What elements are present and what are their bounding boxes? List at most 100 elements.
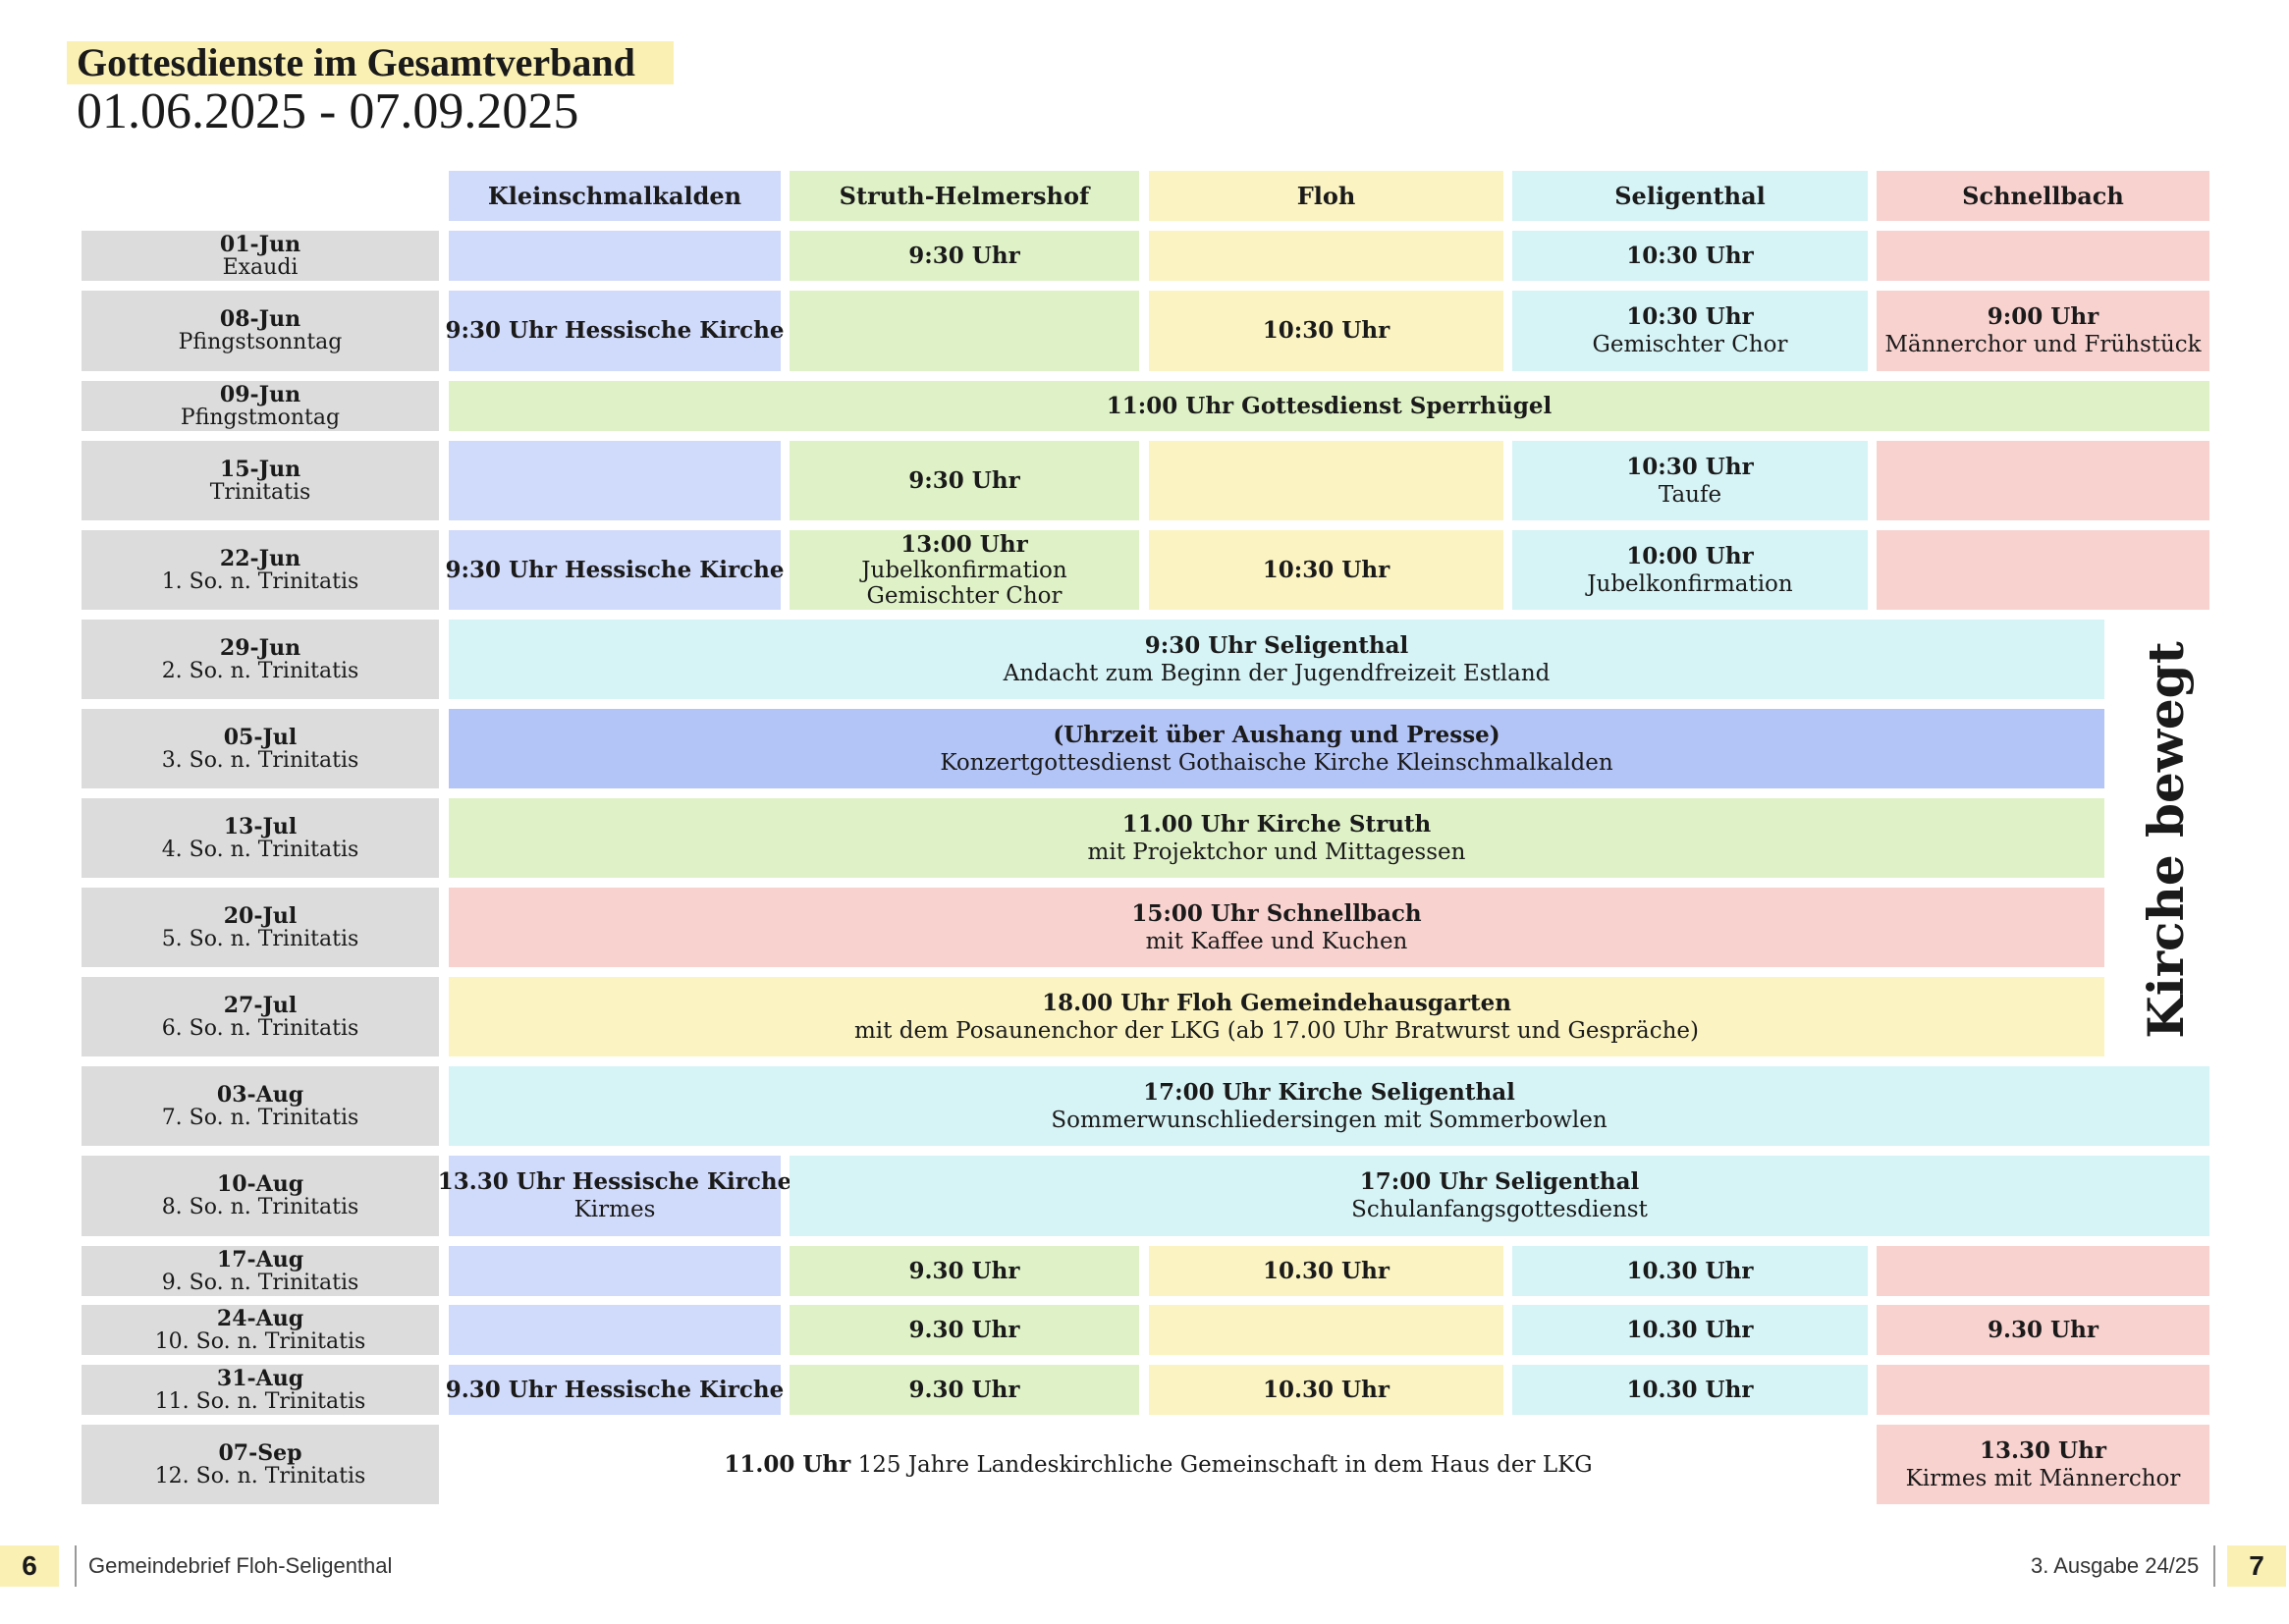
empty-cell [1877, 441, 2209, 520]
service-cell: 10.30 Uhr [1149, 1365, 1503, 1415]
date-label: 15-Jun [219, 456, 301, 482]
service-note: Männerchor und Frühstück [1884, 332, 2202, 357]
empty-cell [449, 231, 781, 281]
service-time: 10.30 Uhr [1626, 1376, 1754, 1403]
service-cell: 13.30 Uhr Hessische Kirche Kirmes [438, 1156, 791, 1236]
date-cell: 20-Jul 5. So. n. Trinitatis [82, 888, 439, 967]
service-cell: 9:30 Uhr [790, 441, 1139, 520]
service-time: 13.30 Uhr [1980, 1436, 2106, 1464]
service-note: Kirmes mit Männerchor [1905, 1465, 2181, 1491]
page-number-left: 6 [0, 1545, 59, 1587]
date-label: 17-Aug [216, 1246, 304, 1272]
date-label: 20-Jul [223, 902, 298, 929]
service-cell: 9:30 Uhr Hessische Kirche [446, 530, 784, 610]
service-time: 9:30 Uhr Seligenthal [1144, 631, 1409, 659]
date-cell: 13-Jul 4. So. n. Trinitatis [82, 798, 439, 878]
joint-service-cell: 17:00 Uhr Seligenthal Schulanfangsgottesd… [790, 1156, 2209, 1236]
service-time: 9.30 Uhr [908, 1376, 1020, 1403]
service-time: 9:30 Uhr Hessische Kirche [445, 317, 785, 344]
service-time: 9:30 Uhr [908, 242, 1020, 269]
service-note: Kirmes [573, 1197, 656, 1222]
date-cell: 09-Jun Pfingstmontag [82, 381, 439, 431]
col-header-seligenthal: Seligenthal [1512, 171, 1868, 221]
side-label: Kirche bewegt [2121, 641, 2209, 1039]
empty-cell [1149, 441, 1503, 520]
service-time: 10:00 Uhr [1626, 542, 1754, 569]
date-label: 13-Jul [223, 813, 298, 839]
service-cell: 10:30 Uhr [1149, 291, 1503, 371]
day-label: Exaudi [222, 254, 299, 280]
empty-cell [1877, 1365, 2209, 1415]
empty-cell [449, 441, 781, 520]
service-time: 9:30 Uhr Hessische Kirche [445, 556, 785, 583]
service-cell: 9.30 Uhr [790, 1246, 1139, 1296]
service-cell: 10.30 Uhr [1512, 1246, 1868, 1296]
joint-service-cell: 11.00 Uhr 125 Jahre Landeskirchliche Gem… [449, 1425, 1868, 1504]
date-label: 05-Jul [223, 724, 298, 750]
footer-publication: Gemeindebrief Floh-Seligenthal [88, 1553, 393, 1578]
service-time: 10.30 Uhr [1263, 1376, 1390, 1403]
service-time: 11.00 Uhr Kirche Struth [1121, 810, 1432, 838]
joint-service-cell: 11.00 Uhr Kirche Struth mit Projektchor u… [449, 798, 2104, 878]
date-label: 27-Jul [223, 992, 298, 1018]
date-cell: 10-Aug 8. So. n. Trinitatis [82, 1156, 439, 1236]
service-cell: 10:30 Uhr Taufe [1512, 441, 1868, 520]
service-time: 15:00 Uhr Schnellbach [1131, 899, 1422, 927]
date-label: 03-Aug [216, 1081, 304, 1108]
date-label: 31-Aug [216, 1365, 304, 1391]
service-note: mit dem Posaunenchor der LKG (ab 17.00 U… [854, 1017, 1699, 1044]
service-cell: 10:30 Uhr Gemischter Chor [1512, 291, 1868, 371]
service-cell: 9.30 Uhr [790, 1305, 1139, 1355]
empty-cell [449, 1305, 781, 1355]
page-number-right: 7 [2227, 1545, 2286, 1587]
day-label: 7. So. n. Trinitatis [161, 1105, 359, 1130]
page-title: Gottesdienste im Gesamtverband [77, 40, 635, 84]
footer-divider [75, 1545, 77, 1587]
service-cell: 10:30 Uhr [1512, 231, 1868, 281]
service-note: 125 Jahre Landeskirchliche Gemeinschaft … [850, 1451, 1593, 1478]
day-label: 5. So. n. Trinitatis [161, 926, 359, 951]
service-note: Andacht zum Beginn der Jugendfreizeit Es… [1003, 660, 1551, 686]
service-cell: 13.30 Uhr Kirmes mit Männerchor [1877, 1425, 2209, 1504]
date-label: 24-Aug [216, 1305, 304, 1331]
day-label: 8. So. n. Trinitatis [161, 1195, 359, 1219]
title-highlight [67, 41, 674, 84]
date-label: 10-Aug [216, 1171, 304, 1197]
service-time: 10.30 Uhr [1626, 1257, 1754, 1284]
date-cell: 07-Sep 12. So. n. Trinitatis [82, 1425, 439, 1504]
service-cell: 10:00 Uhr Jubelkonfirmation [1512, 530, 1868, 610]
service-note: Sommerwunschliedersingen mit Sommerbowle… [1051, 1107, 1608, 1133]
date-cell: 05-Jul 3. So. n. Trinitatis [82, 709, 439, 788]
service-note: Gemischter Chor [866, 582, 1063, 609]
day-label: Pfingstmontag [180, 405, 341, 430]
day-label: 1. So. n. Trinitatis [161, 568, 359, 594]
service-time: 9:30 Uhr [908, 466, 1020, 494]
empty-cell [449, 1246, 781, 1296]
service-note: Jubelkonfirmation [1587, 570, 1793, 597]
date-cell: 15-Jun Trinitatis [82, 441, 439, 520]
date-cell: 31-Aug 11. So. n. Trinitatis [82, 1365, 439, 1415]
date-label: 08-Jun [219, 306, 301, 332]
empty-cell [1877, 1246, 2209, 1296]
service-time: 11:00 Uhr Gottesdienst Sperrhügel [1106, 392, 1553, 419]
service-note: Gemischter Chor [1592, 332, 1788, 357]
day-label: 10. So. n. Trinitatis [154, 1328, 366, 1354]
day-label: 4. So. n. Trinitatis [161, 837, 359, 862]
date-label: 01-Jun [219, 231, 301, 257]
empty-cell [1877, 231, 2209, 281]
empty-cell [1149, 231, 1503, 281]
date-cell: 29-Jun 2. So. n. Trinitatis [82, 620, 439, 699]
day-label: Trinitatis [209, 479, 311, 505]
day-label: 2. So. n. Trinitatis [161, 658, 359, 683]
joint-service-cell: 9:30 Uhr Seligenthal Andacht zum Beginn d… [449, 620, 2104, 699]
service-cell: 9.30 Uhr [790, 1365, 1139, 1415]
footer-issue: 3. Ausgabe 24/25 [2031, 1553, 2200, 1578]
service-time: 10:30 Uhr [1262, 317, 1390, 344]
service-time: 9:00 Uhr [1987, 303, 2099, 330]
service-cell: 9:30 Uhr [790, 231, 1139, 281]
col-header-struth-helmershof: Struth-Helmershof [790, 171, 1139, 221]
empty-cell [1149, 1305, 1503, 1355]
service-time: (Uhrzeit über Aushang und Presse) [1053, 721, 1500, 748]
date-cell: 17-Aug 9. So. n. Trinitatis [82, 1246, 439, 1296]
service-time: 10:30 Uhr [1626, 453, 1754, 480]
